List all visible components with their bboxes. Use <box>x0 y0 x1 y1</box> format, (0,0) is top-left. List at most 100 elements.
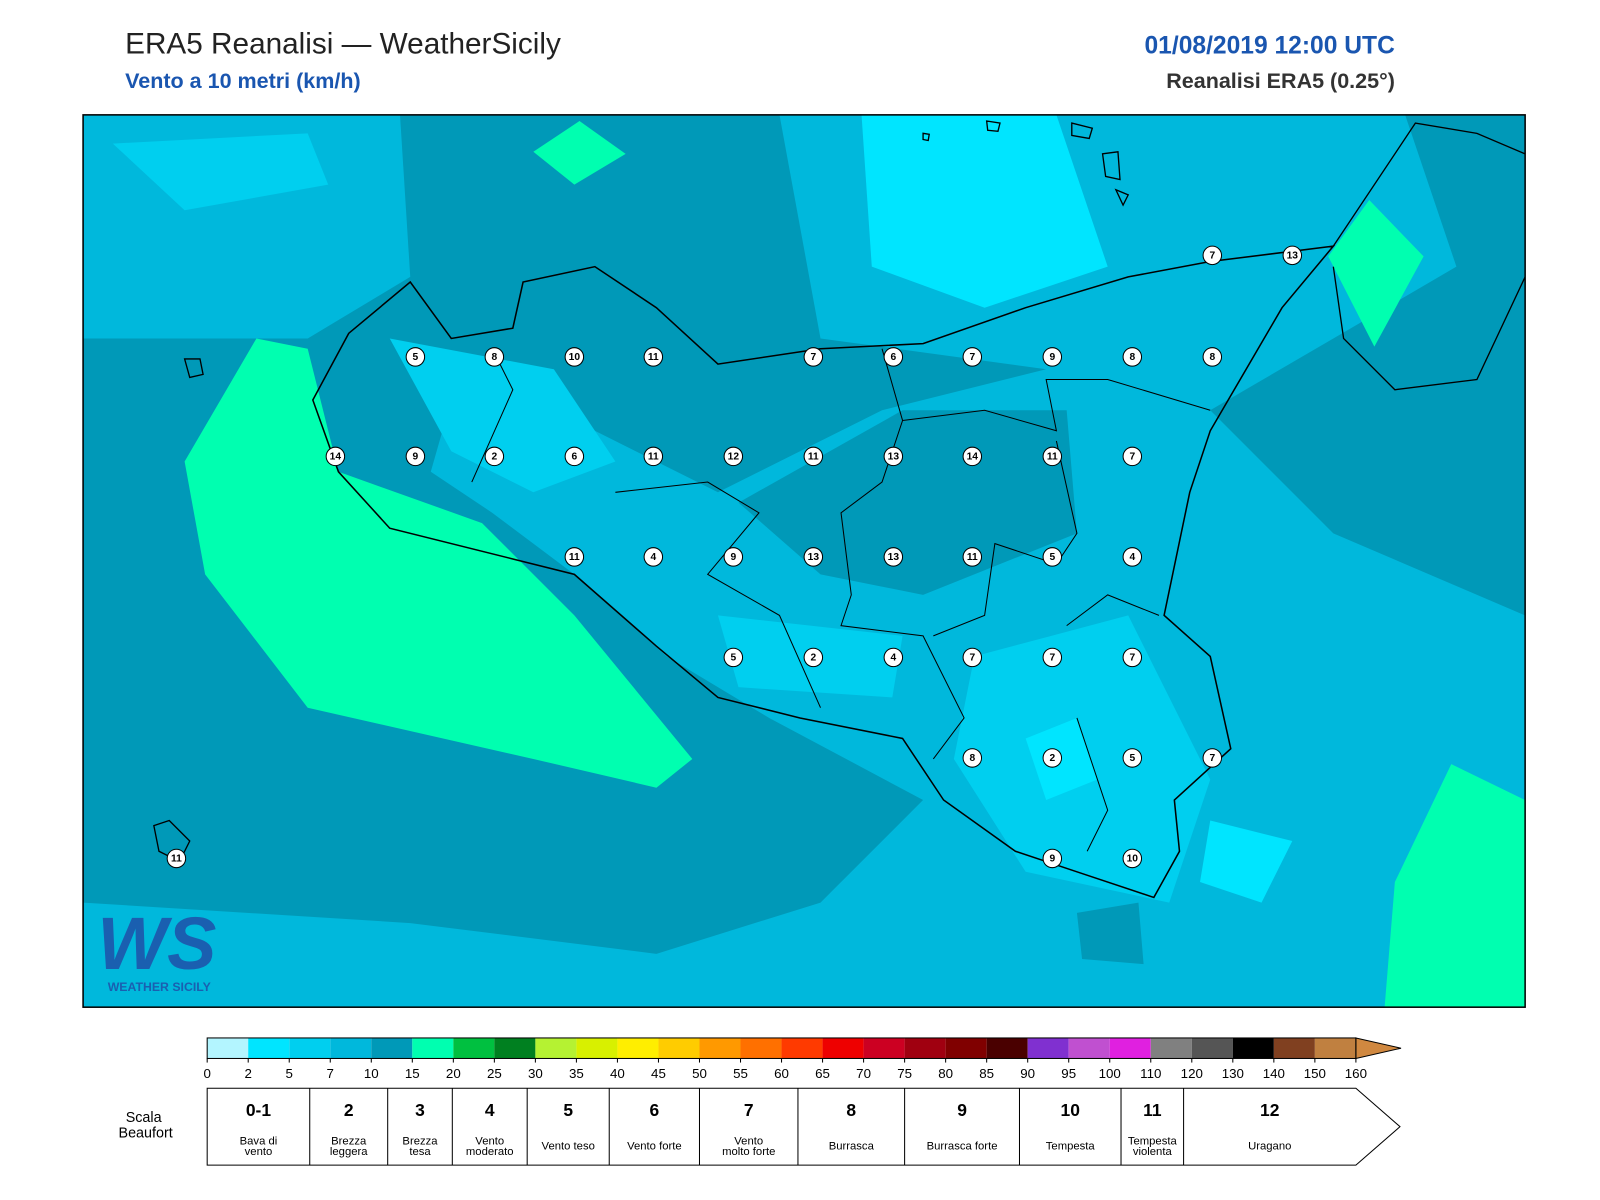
colorbar-tick-label: 0 <box>203 1066 210 1081</box>
station-value: 4 <box>1129 552 1135 563</box>
station-marker <box>962 647 983 668</box>
colorbar-tick-label: 25 <box>487 1066 502 1081</box>
station-value: 5 <box>1129 753 1135 764</box>
station-marker <box>962 446 983 467</box>
map-frame <box>82 114 1526 1008</box>
station-marker <box>325 446 346 467</box>
station-marker <box>803 446 824 467</box>
station-value: 11 <box>967 552 978 563</box>
colorbar-tick-label: 85 <box>979 1066 994 1081</box>
colorbar-tick-label: 7 <box>327 1066 334 1081</box>
colorbar-segment <box>863 1037 905 1059</box>
colorbar-tick-label: 75 <box>897 1066 912 1081</box>
colorbar-tick-label: 110 <box>1140 1066 1161 1081</box>
colorbar-tick-label: 80 <box>938 1066 953 1081</box>
beaufort-force: 2 <box>344 1100 354 1120</box>
station-marker <box>883 647 904 668</box>
station-value: 13 <box>808 552 820 563</box>
datetime: 01/08/2019 12:00 UTC <box>1144 32 1395 59</box>
station-marker <box>1042 748 1063 768</box>
colorbar-segment <box>699 1037 741 1059</box>
station-marker <box>166 848 187 869</box>
station-value: 8 <box>969 753 975 764</box>
station-value: 7 <box>969 652 975 663</box>
colorbar-segment <box>986 1037 1028 1059</box>
colorbar-tick-label: 120 <box>1181 1066 1203 1081</box>
colorbar-tick-label: 50 <box>692 1066 707 1081</box>
station-value: 2 <box>1049 753 1055 764</box>
station-marker <box>962 347 983 367</box>
beaufort-force: 5 <box>563 1100 573 1120</box>
station-value: 12 <box>728 451 740 462</box>
beaufort-label-box: Brezza leggera <box>330 1136 368 1158</box>
field <box>389 338 616 493</box>
colorbar-segment <box>248 1037 290 1059</box>
source: Reanalisi ERA5 (0.25°) <box>1166 69 1395 93</box>
station-value: 8 <box>1209 352 1215 363</box>
map: WS WEATHER SICILY <box>83 114 1526 1008</box>
station-marker <box>1282 245 1303 266</box>
station-marker <box>1042 547 1063 567</box>
station-marker <box>1042 446 1063 467</box>
station-marker <box>803 347 824 367</box>
station-marker <box>643 547 664 567</box>
station-marker <box>1042 347 1063 367</box>
field <box>533 121 626 185</box>
station-marker <box>1042 647 1063 668</box>
colorbar-tick-label: 130 <box>1222 1066 1244 1081</box>
field <box>861 114 1108 308</box>
station-marker <box>484 446 505 467</box>
coastline <box>1332 122 1526 391</box>
beaufort-label-box: Bava di vento <box>239 1135 278 1158</box>
station-marker <box>803 547 824 567</box>
station-marker <box>1122 748 1143 768</box>
beaufort-label-box: Uragano <box>1248 1141 1291 1152</box>
station-value: 2 <box>492 451 498 462</box>
station-value: 13 <box>888 552 900 563</box>
station-value: 11 <box>1047 451 1058 462</box>
colorbar-segment <box>1314 1037 1356 1059</box>
island <box>153 120 1130 863</box>
colorbar-segment <box>658 1037 700 1059</box>
station-value: 2 <box>810 652 816 663</box>
field <box>1328 200 1424 347</box>
beaufort-label: Bava di vento <box>239 1135 278 1158</box>
field <box>1076 902 1144 965</box>
station-marker <box>1122 848 1143 869</box>
beaufort-force: 12 <box>1260 1100 1279 1120</box>
colorbar-tick-label: 35 <box>569 1066 584 1081</box>
coastline <box>311 245 1336 899</box>
station-marker <box>803 647 824 668</box>
beaufort-force: 10 <box>1061 1100 1080 1120</box>
station-value: 10 <box>569 352 581 363</box>
subtitle: Vento a 10 metri (km/h) <box>125 69 361 93</box>
station-value: 7 <box>1129 451 1135 462</box>
station-value: 9 <box>1049 853 1055 864</box>
beaufort-label: Vento moderato <box>465 1135 514 1158</box>
station-marker <box>484 347 505 367</box>
province-border <box>471 348 1211 852</box>
station-value: 11 <box>808 451 819 462</box>
colorbar-segment <box>781 1037 823 1059</box>
beaufort-label: Brezza tesa <box>402 1135 438 1158</box>
colorbar-segment <box>207 1037 249 1059</box>
station-marker <box>1122 547 1143 567</box>
beaufort-force: 7 <box>744 1100 754 1120</box>
station-marker <box>405 347 426 367</box>
beaufort-label: Vento molto forte <box>722 1135 776 1158</box>
station-marker <box>1202 245 1223 266</box>
field <box>1200 820 1293 903</box>
beaufort-title: Scala Beaufort <box>119 1110 173 1141</box>
station-marker <box>883 446 904 467</box>
beaufort-force: 11 <box>1143 1100 1162 1120</box>
colorbar-segment <box>617 1037 659 1059</box>
colorbar-tick-label: 55 <box>733 1066 748 1081</box>
station-marker <box>1202 748 1223 768</box>
logo: WS WEATHER SICILY <box>97 902 216 994</box>
station-marker <box>564 547 585 567</box>
colorbar-tick-label: 2 <box>244 1066 251 1081</box>
station-marker <box>723 446 744 467</box>
colorbar-segment <box>945 1037 987 1059</box>
colorbar: 0 2 5 7 10 15 20 25 30 35 40 45 50 55 60 65 70 75 80 85 90 95… <box>203 1037 1402 1081</box>
